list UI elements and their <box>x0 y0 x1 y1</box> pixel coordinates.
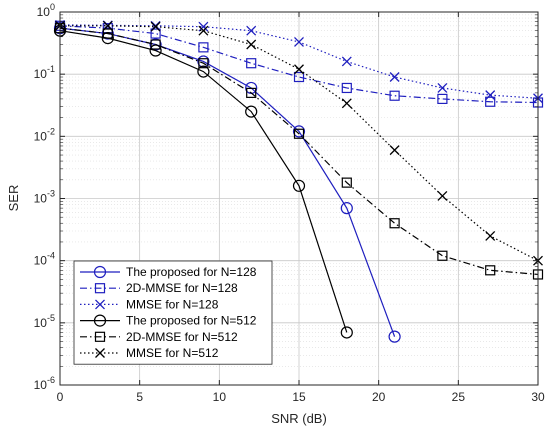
data-point-square <box>198 42 209 53</box>
x-tick-label: 25 <box>452 390 466 404</box>
x-tick-label: 15 <box>292 390 306 404</box>
data-point-circle <box>340 202 353 215</box>
series-5 <box>54 23 544 280</box>
y-tick-label: 10-3 <box>34 189 55 206</box>
data-point-x <box>294 64 304 75</box>
data-point-x <box>198 25 209 36</box>
data-point-x <box>437 82 448 93</box>
data-point-square <box>246 58 257 69</box>
x-axis-title: SNR (dB) <box>271 411 327 426</box>
data-point-square <box>485 96 496 107</box>
data-point-x <box>150 21 161 32</box>
data-point-circle <box>197 65 210 78</box>
data-point-x <box>341 98 352 109</box>
data-point-x <box>246 39 257 50</box>
data-point-x <box>95 299 105 310</box>
series-line <box>59 25 539 104</box>
data-point-square <box>102 28 113 39</box>
y-tick-label: 10-6 <box>34 375 55 392</box>
data-point-circle <box>292 125 306 138</box>
series-line <box>59 27 539 276</box>
y-tick-label: 10-1 <box>34 64 55 81</box>
data-point-x <box>294 36 304 47</box>
data-point-square <box>437 250 448 261</box>
data-point-circle <box>101 32 114 45</box>
legend-item: The proposed for N=128 <box>80 265 257 279</box>
data-point-square <box>246 87 257 98</box>
y-axis-title: SER <box>6 185 21 212</box>
data-point-x <box>341 56 352 67</box>
x-tick-label: 10 <box>213 390 227 404</box>
data-point-square <box>150 39 161 50</box>
data-point-circle <box>340 326 353 339</box>
data-point-square <box>389 218 400 229</box>
data-point-circle <box>292 179 306 192</box>
legend-label: The proposed for N=128 <box>126 265 257 279</box>
data-point-x <box>246 25 257 36</box>
data-point-circle <box>93 265 107 279</box>
y-tick-label: 10-4 <box>34 251 55 268</box>
x-tick-label: 30 <box>531 390 545 404</box>
data-point-square <box>341 177 352 188</box>
legend: The proposed for N=128 2D-MMSE for N=128 M… <box>73 260 273 365</box>
data-point-x <box>389 145 400 156</box>
y-tick-label: 10-5 <box>34 313 55 330</box>
legend-label: 2D-MMSE for N=128 <box>126 281 238 295</box>
series-line <box>59 27 396 337</box>
data-point-x <box>485 90 496 101</box>
data-point-square <box>293 71 305 83</box>
y-tick-label: 100 <box>37 2 55 19</box>
y-tick-labels: 100 10-1 10-2 10-3 10-4 10-5 10-6 <box>34 2 55 392</box>
x-tick-label: 20 <box>372 390 386 404</box>
legend-item: 2D-MMSE for N=128 <box>80 281 238 295</box>
data-point-square <box>293 128 305 139</box>
legend-label: MMSE for N=512 <box>126 346 219 360</box>
data-point-square <box>150 28 161 39</box>
data-point-circle <box>388 330 401 343</box>
axis-ticks <box>59 11 539 386</box>
x-tick-labels: 0 5 10 15 20 25 30 <box>57 390 545 404</box>
data-point-square <box>437 93 448 105</box>
legend-label: 2D-MMSE for N=512 <box>126 330 238 344</box>
data-point-x <box>437 190 448 201</box>
data-point-circle <box>197 55 210 68</box>
x-tick-label: 0 <box>57 390 64 404</box>
legend-box <box>73 260 273 365</box>
data-point-square <box>485 265 496 276</box>
data-point-x <box>102 20 113 31</box>
legend-label: The proposed for N=512 <box>126 314 257 328</box>
data-point-circle <box>245 105 258 118</box>
data-point-x <box>389 72 400 82</box>
data-point-circle <box>93 314 107 327</box>
data-point-square <box>389 90 400 101</box>
x-tick-label: 5 <box>136 390 143 404</box>
data-point-square <box>94 331 106 342</box>
legend-item: MMSE for N=512 <box>80 346 219 360</box>
data-point-square <box>341 82 352 94</box>
legend-item: MMSE for N=128 <box>80 297 219 311</box>
data-point-square <box>198 58 209 69</box>
data-point-x <box>198 21 209 32</box>
legend-item: The proposed for N=512 <box>80 314 257 328</box>
legend-item: 2D-MMSE for N=512 <box>80 330 238 344</box>
y-tick-label: 10-2 <box>34 126 55 143</box>
series-layer <box>53 19 544 343</box>
data-point-x <box>485 230 496 241</box>
data-point-square <box>94 283 106 294</box>
data-point-x <box>95 348 105 358</box>
legend-label: MMSE for N=128 <box>126 297 219 311</box>
